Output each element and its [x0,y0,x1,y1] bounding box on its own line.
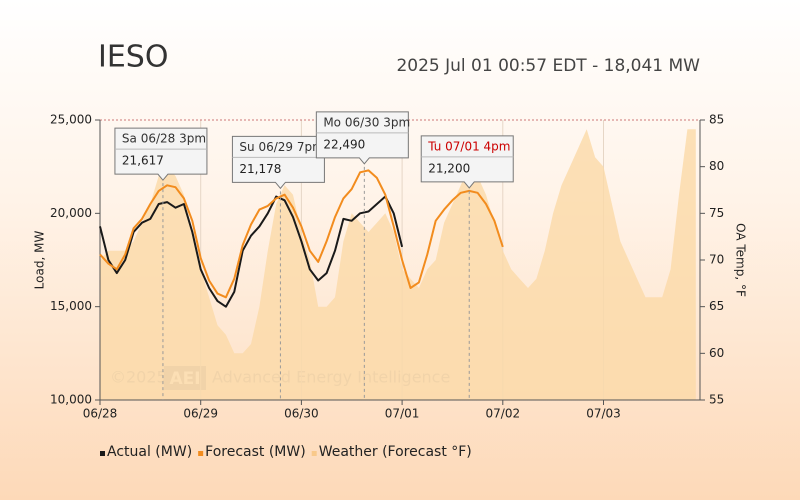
y-tick-label: 20,000 [50,206,92,220]
x-tick-label: 07/01 [385,407,420,421]
x-tick-label: 06/30 [284,407,319,421]
y-tick-label: 15,000 [50,299,92,313]
y2-tick-label: 70 [709,253,724,267]
legend-label: Weather (Forecast °F) [319,444,472,460]
x-tick-label: 06/29 [183,407,218,421]
x-tick-label: 06/28 [83,407,118,421]
y2-tick-label: 60 [709,346,724,360]
y-axis-label: Load, MW [33,231,47,290]
annotation-callout [420,135,514,189]
x-tick-label: 07/02 [486,407,521,421]
y2-tick-label: 85 [709,113,724,127]
annotation-label: Mo 06/30 3pm [323,115,410,129]
legend-swatch [100,451,105,456]
annotation-value: 21,617 [122,154,164,168]
chart-title: IESO [98,40,168,75]
y2-tick-label: 65 [709,299,724,313]
legend-label: Actual (MW) [107,444,192,460]
y-tick-label: 10,000 [50,393,92,407]
annotation-callout [315,111,409,165]
series-line [99,195,404,308]
annotation-label: Tu 07/01 4pm [427,139,510,153]
legend-label: Forecast (MW) [205,444,306,460]
chart-subtitle: 2025 Jul 01 00:57 EDT - 18,041 MW [396,56,700,76]
legend-swatch [198,451,204,456]
annotation-value: 21,178 [239,162,281,176]
y2-tick-label: 55 [709,393,724,407]
annotation-value: 22,490 [323,137,365,151]
y-tick-label: 25,000 [50,113,92,127]
annotation-value: 21,200 [428,161,470,175]
weather-area [100,129,696,401]
legend-swatch [311,451,317,456]
y2-axis-label: OA Temp, °F [734,223,748,297]
annotation-label: Sa 06/28 3pm [122,132,206,146]
x-tick-label: 07/03 [586,407,621,421]
annotation-label: Su 06/29 7pm [239,140,323,154]
y2-tick-label: 80 [709,159,724,173]
y2-tick-label: 75 [709,206,724,220]
annotation-callout [114,127,208,181]
series-line [99,169,504,299]
